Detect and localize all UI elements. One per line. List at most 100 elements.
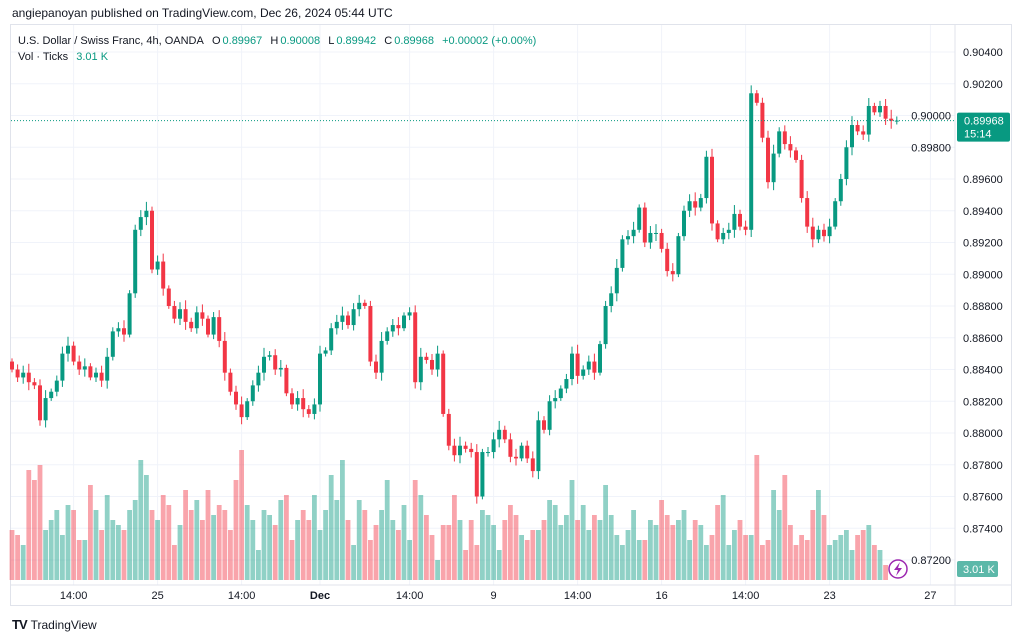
candle-body <box>486 452 490 454</box>
volume-bar <box>116 525 121 580</box>
volume-bar <box>508 505 513 580</box>
candle-body <box>648 232 653 243</box>
candle-body <box>267 355 272 357</box>
candle-body <box>166 288 171 306</box>
candle-body <box>318 353 322 405</box>
legend-volume: 3.01 K <box>76 51 109 63</box>
volume-bar <box>614 535 620 580</box>
candle-body <box>710 156 714 224</box>
footer-logo-text[interactable]: TradingView <box>30 617 97 632</box>
candle-body <box>654 232 658 234</box>
candle-body <box>234 391 238 405</box>
candle-body <box>771 153 776 183</box>
price-tick-label: 0.89200 <box>963 238 1003 250</box>
volume-bar <box>754 455 760 580</box>
volume-bar <box>821 515 827 580</box>
legend-low-label: L <box>328 35 335 47</box>
candle-body <box>564 379 569 389</box>
candle-body <box>38 385 42 421</box>
candle-body <box>659 232 664 249</box>
volume-bar <box>390 520 396 580</box>
volume-bar <box>575 520 580 580</box>
candle-body <box>558 388 563 399</box>
candle-body <box>844 147 849 179</box>
candle-body <box>631 229 636 237</box>
candle-body <box>278 367 283 370</box>
volume-bar <box>832 540 838 580</box>
volume-bar <box>681 510 687 580</box>
legend-close: 0.89968 <box>394 35 434 47</box>
price-tick-label: 0.89400 <box>963 206 1003 218</box>
candle-body <box>519 445 524 459</box>
volume-bar <box>121 530 127 580</box>
volume-bar <box>211 515 216 580</box>
volume-bar <box>110 520 116 580</box>
candle-body <box>855 125 860 132</box>
time-tick-label: 14:00 <box>396 590 424 602</box>
volume-bar <box>71 510 76 580</box>
volume-bar <box>412 480 418 580</box>
candle-body <box>693 201 698 208</box>
candle-body <box>295 398 300 405</box>
legend-high: 0.90008 <box>280 35 321 47</box>
volume-bar <box>183 490 188 580</box>
legend-ohlc-row: U.S. Dollar / Swiss Franc, 4h, OANDA O 0.… <box>18 33 538 49</box>
volume-bar <box>698 525 704 580</box>
candle-body <box>592 361 597 373</box>
legend-symbol[interactable]: U.S. Dollar / Swiss Franc, 4h, OANDA <box>18 35 204 47</box>
volume-bar <box>256 550 261 580</box>
candle-body <box>794 150 798 160</box>
candle-body <box>385 331 390 341</box>
volume-bar <box>692 520 698 580</box>
candle-body <box>413 312 418 383</box>
price-tick-label: 0.89600 <box>963 174 1003 186</box>
volume-bar <box>804 540 810 580</box>
candle-body <box>777 131 782 154</box>
candle-body <box>491 439 496 453</box>
candle-body <box>110 331 115 357</box>
volume-bar <box>866 525 872 580</box>
volume-bar <box>250 520 256 580</box>
candle-body <box>687 201 692 211</box>
volume-bar <box>54 510 60 580</box>
legend-low: 0.89942 <box>336 35 377 47</box>
volume-bar <box>177 525 183 580</box>
volume-bar <box>844 530 849 580</box>
candle-body <box>418 356 423 383</box>
price-tick-label: 0.88000 <box>963 428 1003 440</box>
price-tick-label: 0.89000 <box>963 269 1003 281</box>
time-tick-label: 23 <box>823 590 835 602</box>
candle-body <box>474 452 479 497</box>
candle-body <box>239 404 244 418</box>
volume-bar <box>278 500 284 580</box>
candle-body <box>833 201 838 227</box>
candle-body <box>614 267 619 294</box>
candle-body <box>822 229 826 237</box>
candle-body <box>676 236 681 275</box>
volume-bar <box>849 550 855 580</box>
volume-bar <box>104 495 110 580</box>
candle-body <box>883 105 888 119</box>
volume-tag-value: 3.01 K <box>963 564 995 576</box>
volume-bar <box>480 510 485 580</box>
candle-body <box>144 210 149 218</box>
volume-bar <box>334 500 340 580</box>
candle-body <box>172 306 177 319</box>
legend-volume-label[interactable]: Vol · Ticks <box>18 51 69 63</box>
candle-body <box>402 315 406 329</box>
chart-frame[interactable] <box>10 24 1012 606</box>
candle-body <box>502 429 507 440</box>
volume-bar <box>855 535 860 580</box>
tradingview-logo-icon[interactable]: TV <box>12 617 28 632</box>
volume-bar <box>799 535 804 580</box>
volume-bar <box>65 505 71 580</box>
volume-bar <box>732 530 737 580</box>
candle-body <box>262 356 266 373</box>
candle-body <box>362 302 367 306</box>
volume-bar <box>306 520 312 580</box>
volume-bar <box>379 510 384 580</box>
volume-bar <box>424 515 429 580</box>
volume-bar <box>513 515 519 580</box>
candle-body <box>620 239 625 268</box>
